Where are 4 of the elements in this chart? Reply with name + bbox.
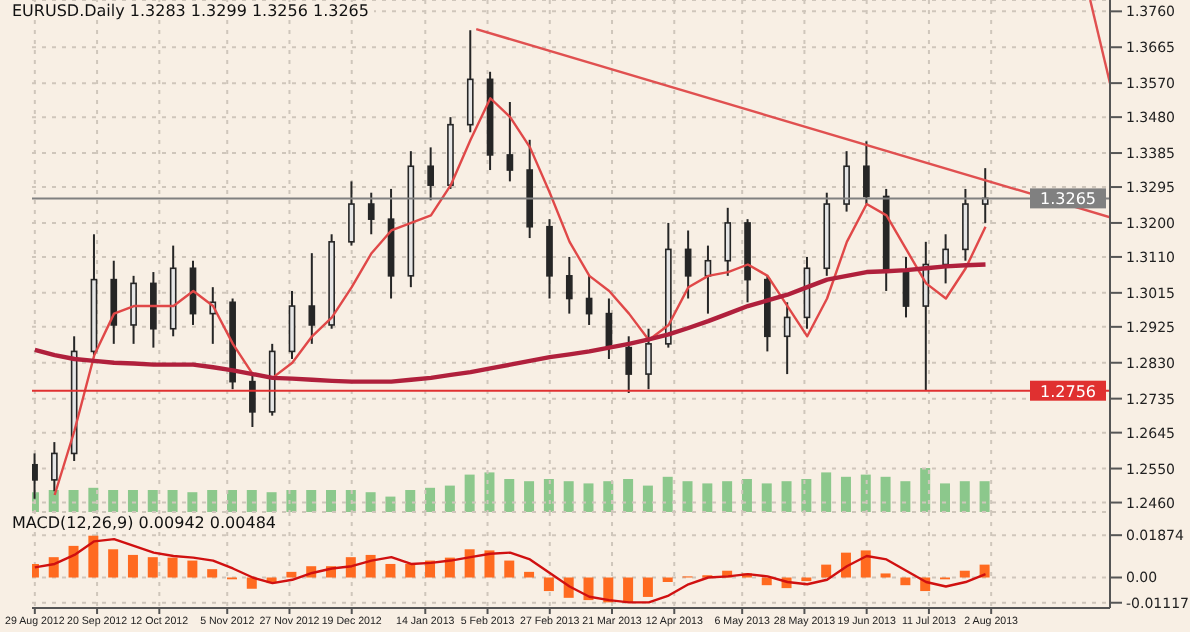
chart-title: EURUSD.Daily 1.3283 1.3299 1.3256 1.3265 xyxy=(8,2,373,20)
ref-line-label: 1.2756 xyxy=(1040,382,1096,401)
chart-title: MACD(12,26,9) 0.00942 0.00484 xyxy=(8,514,281,532)
ref-line-label: 1.3265 xyxy=(1040,190,1096,209)
